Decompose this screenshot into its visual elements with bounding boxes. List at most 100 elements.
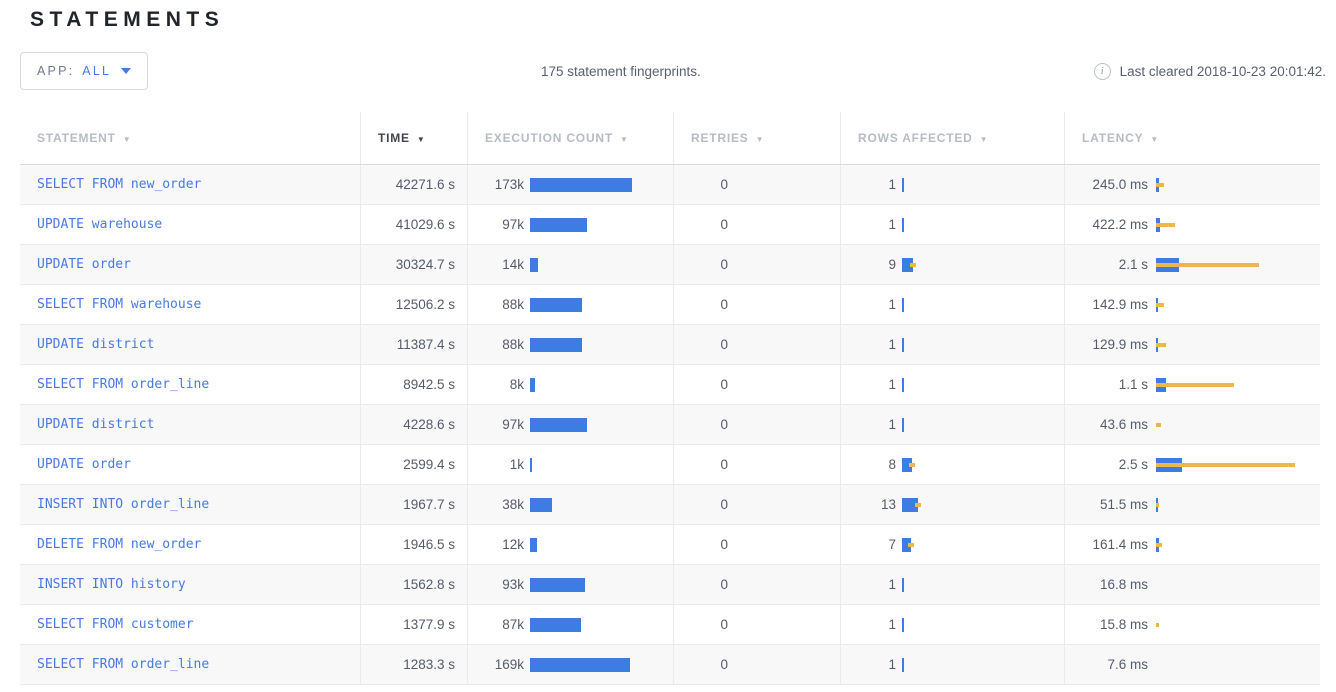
retries-cell: 0 [673, 405, 840, 444]
execution-count-value: 88k [502, 337, 524, 352]
latency-cell: 7.6 ms [1064, 645, 1320, 684]
rows-affected-bar [902, 657, 904, 672]
rows-affected-cell: 1 [840, 285, 1064, 324]
latency-stddev-whisker [1156, 182, 1164, 187]
retries-value: 0 [720, 297, 728, 312]
latency-barchart [1156, 457, 1320, 472]
execution-count-value: 87k [502, 617, 524, 632]
table-row: UPDATE order 30324.7 s 14k 0 9 2.1 s [20, 245, 1320, 285]
column-label: RETRIES [691, 131, 749, 145]
retries-value: 0 [720, 417, 728, 432]
time-cell: 12506.2 s [360, 285, 467, 324]
rows-affected-bar [902, 537, 911, 552]
retries-value: 0 [720, 377, 728, 392]
latency-barchart [1156, 177, 1320, 192]
column-label: ROWS AFFECTED [858, 131, 973, 145]
retries-value: 0 [720, 537, 728, 552]
latency-barchart [1156, 658, 1320, 672]
statement-link[interactable]: SELECT FROM customer [37, 617, 194, 632]
execution-count-value: 173k [494, 177, 524, 192]
execution-count-bar [530, 497, 552, 512]
table-row: UPDATE order 2599.4 s 1k 0 8 2.5 s [20, 445, 1320, 485]
rows-affected-barchart [902, 497, 1064, 512]
rows-affected-bar [902, 257, 913, 272]
retries-value: 0 [720, 177, 728, 192]
statement-link[interactable]: SELECT FROM order_line [37, 377, 210, 392]
column-header-latency[interactable]: LATENCY ▼ [1064, 112, 1320, 164]
execution-count-bar [530, 257, 538, 272]
execution-count-bar [530, 577, 585, 592]
rows-affected-cell: 1 [840, 165, 1064, 204]
retries-value: 0 [720, 657, 728, 672]
statement-link[interactable]: SELECT FROM new_order [37, 177, 202, 192]
retries-cell: 0 [673, 285, 840, 324]
statement-link[interactable]: INSERT INTO order_line [37, 497, 210, 512]
column-header-rows-affected[interactable]: ROWS AFFECTED ▼ [840, 112, 1064, 164]
rows-affected-cell: 1 [840, 325, 1064, 364]
statement-link[interactable]: SELECT FROM warehouse [37, 297, 202, 312]
execution-count-bar [530, 457, 532, 472]
statement-link[interactable]: DELETE FROM new_order [37, 537, 202, 552]
latency-cell: 1.1 s [1064, 365, 1320, 404]
rows-affected-cell: 1 [840, 645, 1064, 684]
latency-cell: 422.2 ms [1064, 205, 1320, 244]
last-cleared-text: Last cleared 2018-10-23 20:01:42. [1119, 63, 1326, 79]
rows-affected-barchart [902, 657, 1064, 672]
info-icon[interactable]: i [1093, 62, 1111, 80]
column-header-execution-count[interactable]: EXECUTION COUNT ▼ [467, 112, 673, 164]
rows-affected-barchart [902, 417, 1064, 432]
execution-count-cell: 87k [467, 605, 673, 644]
execution-count-value: 97k [502, 417, 524, 432]
latency-cell: 245.0 ms [1064, 165, 1320, 204]
rows-affected-barchart [902, 297, 1064, 312]
latency-cell: 43.6 ms [1064, 405, 1320, 444]
rows-affected-stddev-whisker [915, 502, 921, 507]
rows-affected-barchart [902, 257, 1064, 272]
rows-affected-bar [902, 417, 904, 432]
rows-affected-bar [902, 177, 904, 192]
rows-affected-bar [902, 617, 904, 632]
time-value: 41029.6 s [395, 217, 455, 232]
execution-count-cell: 97k [467, 405, 673, 444]
rows-affected-barchart [902, 337, 1064, 352]
latency-stddev-whisker [1156, 422, 1161, 427]
column-header-statement[interactable]: STATEMENT ▼ [20, 112, 360, 164]
time-value: 1283.3 s [403, 657, 455, 672]
statement-link[interactable]: UPDATE order [37, 257, 131, 272]
execution-count-bar [530, 297, 582, 312]
execution-count-barchart [530, 257, 673, 272]
time-value: 4228.6 s [403, 417, 455, 432]
latency-cell: 2.1 s [1064, 245, 1320, 284]
app-filter-dropdown[interactable]: APP: ALL [20, 52, 149, 90]
rows-affected-value: 13 [880, 497, 896, 512]
table-row: SELECT FROM order_line 1283.3 s 169k 0 1… [20, 645, 1320, 685]
execution-count-bar [530, 177, 632, 192]
statement-cell: UPDATE district [20, 405, 360, 444]
execution-count-bar [530, 537, 537, 552]
statement-link[interactable]: SELECT FROM order_line [37, 657, 210, 672]
column-header-retries[interactable]: RETRIES ▼ [673, 112, 840, 164]
statement-link[interactable]: UPDATE district [37, 337, 155, 352]
execution-count-barchart [530, 177, 673, 192]
retries-cell: 0 [673, 645, 840, 684]
time-value: 12506.2 s [395, 297, 455, 312]
statement-link[interactable]: UPDATE warehouse [37, 217, 163, 232]
column-header-time[interactable]: TIME ▼ [360, 112, 467, 164]
table-header: STATEMENT ▼ TIME ▼ EXECUTION COUNT ▼ RETRIES ▼ R… [20, 112, 1320, 165]
latency-value: 422.2 ms [1092, 217, 1148, 232]
execution-count-bar [530, 617, 581, 632]
execution-count-value: 1k [509, 457, 524, 472]
rows-affected-value: 1 [888, 417, 896, 432]
time-cell: 41029.6 s [360, 205, 467, 244]
table-row: SELECT FROM warehouse 12506.2 s 88k 0 1 … [20, 285, 1320, 325]
rows-affected-barchart [902, 177, 1064, 192]
sort-descending-icon: ▼ [1150, 134, 1160, 144]
rows-affected-bar [902, 497, 918, 512]
statement-link[interactable]: UPDATE order [37, 457, 131, 472]
time-value: 1377.9 s [403, 617, 455, 632]
statement-link[interactable]: INSERT INTO history [37, 577, 186, 592]
rows-affected-value: 9 [888, 257, 896, 272]
statement-link[interactable]: UPDATE district [37, 417, 155, 432]
latency-stddev-whisker [1156, 462, 1295, 467]
retries-cell: 0 [673, 205, 840, 244]
